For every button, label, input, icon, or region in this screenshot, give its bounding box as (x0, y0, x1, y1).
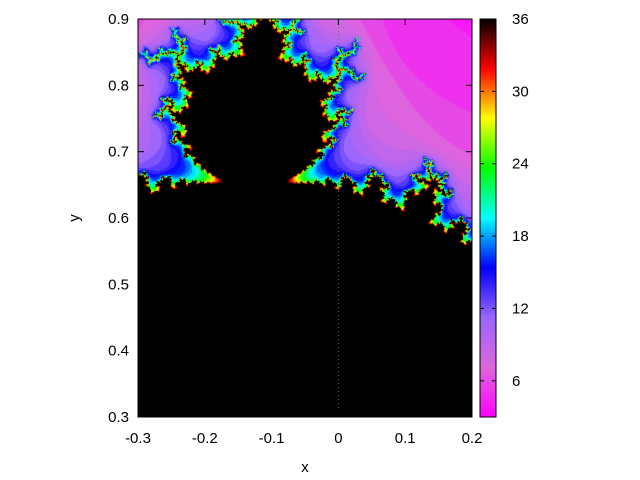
colorbar-tick-label: 18 (512, 228, 529, 245)
x-axis: -0.3 -0.2 -0.1 0 0.1 0.2 (125, 19, 482, 447)
y-tick-label: 0.8 (108, 77, 129, 94)
y-axis-label: y (66, 214, 83, 222)
colorbar: 6 12 18 24 30 36 (479, 11, 529, 418)
colorbar-tick-label: 30 (512, 83, 529, 100)
x-tick-label: -0.1 (259, 430, 285, 447)
x-tick-label: 0.2 (462, 430, 483, 447)
colorbar-tick-label: 36 (512, 11, 529, 28)
colorbar-axis: 6 12 18 24 30 36 (480, 11, 529, 390)
heatmap-image (138, 19, 472, 417)
y-tick-label: 0.4 (108, 343, 129, 360)
x-tick-label: 0 (334, 430, 342, 447)
x-tick-label: -0.2 (192, 430, 218, 447)
y-tick-label: 0.6 (108, 210, 129, 227)
plot-area: -0.3 -0.2 -0.1 0 0.1 0.2 0.30.40.50.60.70.80.… (66, 11, 482, 476)
colorbar-tick-label: 12 (512, 300, 529, 317)
y-tick-label: 0.3 (108, 409, 129, 426)
colorbar-gradient (479, 18, 497, 418)
colorbar-tick-label: 24 (512, 156, 529, 173)
y-tick-label: 0.5 (108, 276, 129, 293)
y-tick-label: 0.7 (108, 144, 129, 161)
x-tick-label: -0.3 (125, 430, 151, 447)
colorbar-tick-label: 6 (512, 373, 520, 390)
x-tick-label: 0.1 (395, 430, 416, 447)
x-axis-label: x (301, 459, 309, 476)
y-axis: 0.3 0.4 0.5 0.6 0.7 0.8 0.9 (108, 11, 472, 426)
y-tick-label: 0.9 (108, 11, 129, 28)
